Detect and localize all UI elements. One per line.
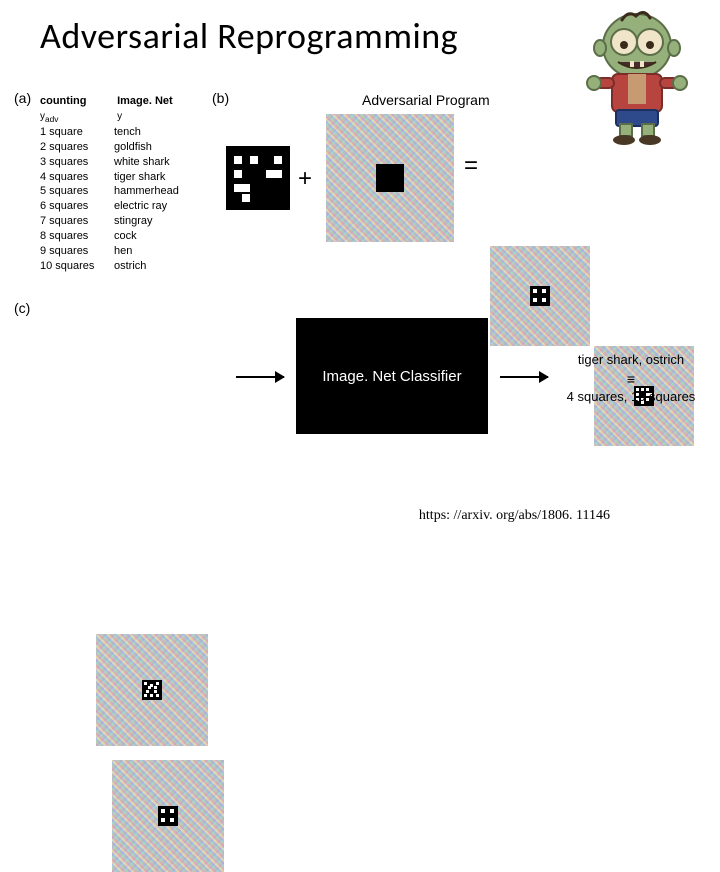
stacked-input-back (96, 634, 208, 746)
table-row: 7 squaresstingray (40, 214, 191, 229)
adversarial-program-image (326, 114, 454, 242)
table-cell-imagenet: ostrich (114, 259, 188, 274)
table-subheader-y: y (117, 110, 191, 124)
page-title: Adversarial Reprogramming (40, 14, 458, 58)
panel-label-b: (b) (212, 90, 229, 106)
table-cell-imagenet: tench (114, 125, 188, 140)
equals-operator: = (464, 152, 478, 180)
table-cell-counting: 1 square (40, 125, 114, 140)
plus-operator: + (298, 165, 312, 193)
adversarial-program-label: Adversarial Program (362, 92, 490, 108)
zombie-illustration (582, 6, 692, 146)
table-header-counting: counting (40, 94, 114, 109)
table-cell-imagenet: white shark (114, 155, 188, 170)
table-cell-imagenet: hen (114, 244, 188, 259)
table-cell-imagenet: electric ray (114, 199, 188, 214)
table-cell-counting: 2 squares (40, 140, 114, 155)
table-cell-counting: 4 squares (40, 170, 114, 185)
stacked-input-front (112, 760, 224, 872)
table-row: 4 squarestiger shark (40, 170, 191, 185)
table-row: 2 squaresgoldfish (40, 140, 191, 155)
panel-label-a: (a) (14, 90, 31, 106)
table-row: 9 squareshen (40, 244, 191, 259)
result-image-1 (490, 246, 590, 346)
classifier-box: Image. Net Classifier (296, 318, 488, 434)
table-cell-counting: 10 squares (40, 259, 114, 274)
arrow-1 (236, 376, 284, 378)
table-cell-counting: 5 squares (40, 184, 114, 199)
table-subheader-yadv: yadv (40, 110, 114, 125)
table-cell-counting: 7 squares (40, 214, 114, 229)
table-cell-imagenet: tiger shark (114, 170, 188, 185)
table-row: 6 squareselectric ray (40, 199, 191, 214)
table-cell-imagenet: hammerhead (114, 184, 188, 199)
table-row: 5 squareshammerhead (40, 184, 191, 199)
table-header-imagenet: Image. Net (117, 94, 191, 109)
citation-url: https: //arxiv. org/abs/1806. 11146 (419, 508, 610, 524)
table-row: 10 squaresostrich (40, 259, 191, 274)
table-cell-imagenet: stingray (114, 214, 188, 229)
table-cell-counting: 8 squares (40, 229, 114, 244)
result-line-2: 4 squares, 10 squares (556, 389, 706, 406)
table-row: 1 squaretench (40, 125, 191, 140)
panel-label-c: (c) (14, 300, 30, 316)
classifier-output: tiger shark, ostrich ≡ 4 squares, 10 squ… (556, 352, 706, 406)
table-row: 8 squarescock (40, 229, 191, 244)
table-cell-imagenet: cock (114, 229, 188, 244)
table-cell-counting: 3 squares (40, 155, 114, 170)
equiv-symbol: ≡ (556, 369, 706, 389)
arrow-2 (500, 376, 548, 378)
table-row: 3 squareswhite shark (40, 155, 191, 170)
input-grid-image (226, 146, 290, 210)
table-cell-counting: 9 squares (40, 244, 114, 259)
result-line-1: tiger shark, ostrich (556, 352, 706, 369)
table-cell-imagenet: goldfish (114, 140, 188, 155)
mapping-table: counting Image. Net yadv y 1 squaretench… (40, 94, 191, 274)
table-cell-counting: 6 squares (40, 199, 114, 214)
